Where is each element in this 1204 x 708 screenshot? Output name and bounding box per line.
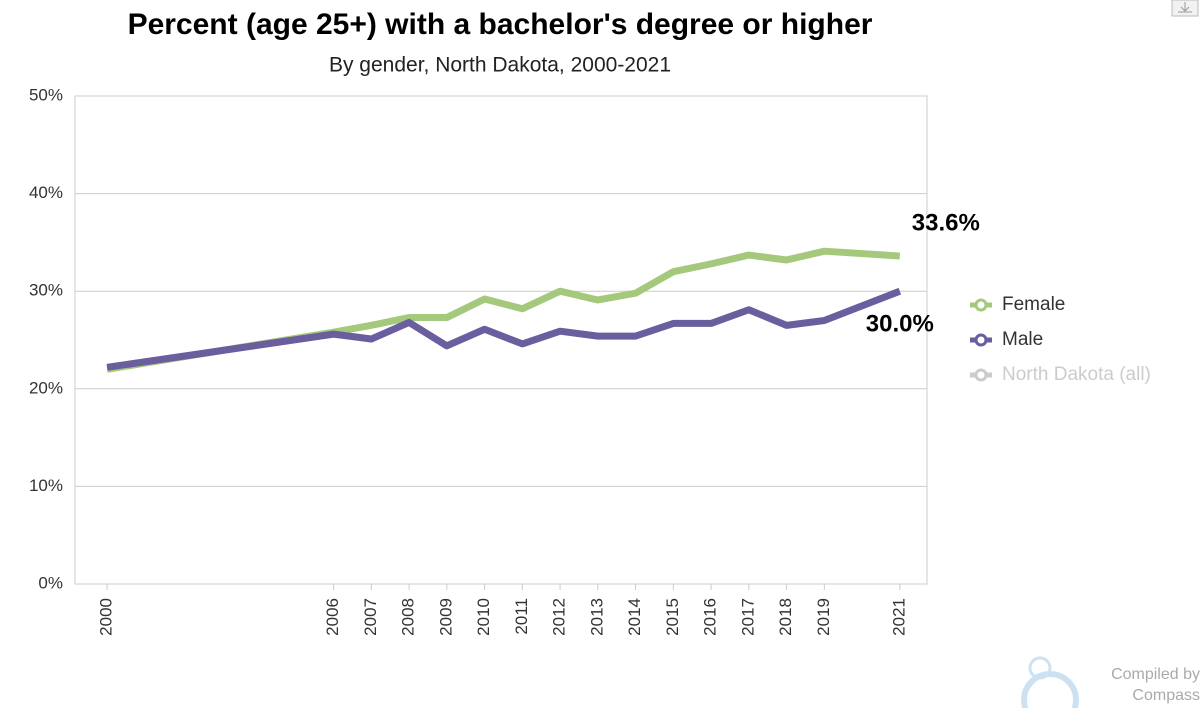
- x-tick-label: 2016: [701, 598, 720, 636]
- x-tick-label: 2007: [361, 598, 380, 636]
- series-line: [106, 287, 902, 371]
- x-tick-label: 2010: [474, 598, 493, 636]
- y-tick-label: 20%: [29, 378, 63, 397]
- x-tick-label: 2013: [587, 598, 606, 636]
- x-tick-label: 2019: [814, 598, 833, 636]
- x-tick-label: 2014: [625, 598, 644, 636]
- x-tick-label: 2012: [550, 598, 569, 636]
- y-tick-label: 0%: [38, 573, 63, 592]
- chart-subtitle: By gender, North Dakota, 2000-2021: [329, 54, 671, 77]
- y-tick-label: 30%: [29, 281, 63, 300]
- credit: Compass: [1132, 687, 1200, 704]
- legend-label: Female: [1002, 294, 1065, 315]
- credit: Compiled by: [1111, 666, 1200, 683]
- legend-marker: [974, 298, 988, 312]
- plot-area: [74, 95, 928, 585]
- x-tick-label: 2009: [436, 598, 455, 636]
- legend-label: North Dakota (all): [1002, 364, 1151, 385]
- legend-marker: [974, 368, 988, 382]
- y-tick-label: 40%: [29, 183, 63, 202]
- data-label: 30.0%: [866, 311, 934, 338]
- legend-label: Male: [1002, 329, 1043, 350]
- legend-marker: [974, 333, 988, 347]
- chart-title: Percent (age 25+) with a bachelor's degr…: [128, 8, 873, 41]
- x-tick-label: 2006: [323, 598, 342, 636]
- x-tick-label: 2017: [738, 598, 757, 636]
- x-tick-label: 2008: [399, 598, 418, 636]
- data-label: 33.6%: [912, 209, 980, 236]
- x-tick-label: 2000: [97, 598, 116, 636]
- compass-logo: [1021, 656, 1079, 708]
- x-tick-label: 2011: [512, 598, 531, 635]
- x-tick-label: 2015: [663, 598, 682, 636]
- y-tick-label: 50%: [29, 85, 63, 104]
- x-tick-label: 2021: [889, 598, 908, 636]
- y-tick-label: 10%: [29, 476, 63, 495]
- series-line: [106, 247, 901, 373]
- download-icon[interactable]: [1171, 0, 1199, 17]
- x-tick-label: 2018: [776, 598, 795, 636]
